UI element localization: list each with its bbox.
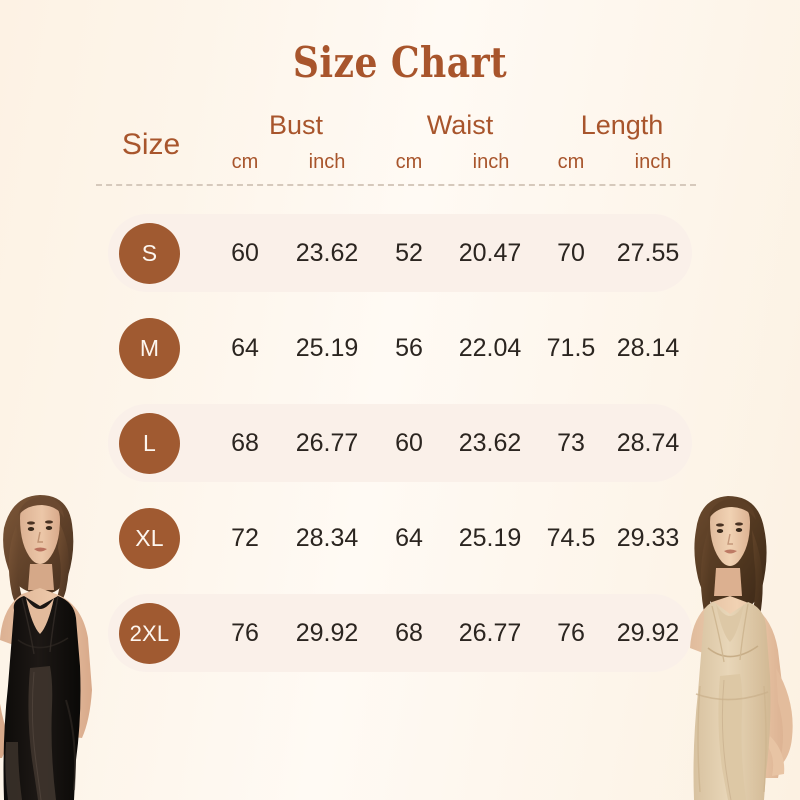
length-units: cm inch [540,152,704,172]
length-cm-value: 71.5 [546,334,596,362]
row-waist: 68 26.77 [378,621,540,646]
waist-inch-value: 23.62 [458,429,522,457]
row-waist: 52 20.47 [378,241,540,266]
row-length: 73 28.74 [540,431,694,456]
row-length: 74.5 29.33 [540,526,694,551]
length-inch-value: 28.14 [616,334,680,362]
bust-inch-value: 28.34 [295,524,359,552]
row-values: 68 26.77 60 23.62 73 28.74 [214,413,694,474]
bust-units: cm inch [214,152,378,172]
bust-inch-value: 26.77 [295,429,359,457]
bust-inch-value: 23.62 [295,239,359,267]
page-title: Size Chart [292,38,508,87]
waist-cm-value: 64 [395,524,423,552]
column-group-length: Length cm inch [540,110,704,173]
model-photo-right [650,490,800,800]
row-bust: 76 29.92 [214,621,378,646]
model-photo-left [0,490,150,800]
table-row: XL 72 28.34 64 25.19 74.5 29.33 [0,491,800,586]
waist-inch-value: 26.77 [458,619,522,647]
row-bust: 72 28.34 [214,526,378,551]
row-bust: 60 23.62 [214,241,378,266]
bust-unit-cm: cm [231,151,259,173]
column-header-length: Length [580,110,664,140]
row-bust: 64 25.19 [214,336,378,361]
row-waist: 56 22.04 [378,336,540,361]
row-bust: 68 26.77 [214,431,378,456]
column-header-waist: Waist [426,110,494,140]
size-badge: S [119,223,180,284]
row-length: 71.5 28.14 [540,336,694,361]
bust-unit-inch: inch [308,151,346,173]
row-values: 76 29.92 68 26.77 76 29.92 [214,603,694,664]
table-row: 2XL 76 29.92 68 26.77 76 29.92 [0,586,800,681]
length-cm-value: 74.5 [546,524,596,552]
waist-inch-value: 20.47 [458,239,522,267]
row-background [108,404,692,482]
size-table-body: S 60 23.62 52 20.47 70 27.55 M [0,206,800,681]
table-header: Size Bust cm inch Waist cm inch Length c… [96,108,704,180]
column-group-waist: Waist cm inch [378,110,542,173]
row-length: 70 27.55 [540,241,694,266]
column-group-bust: Bust cm inch [214,110,378,173]
length-cm-value: 70 [557,239,585,267]
row-length: 76 29.92 [540,621,694,646]
length-inch-value: 28.74 [616,429,680,457]
waist-cm-value: 68 [395,619,423,647]
table-row: M 64 25.19 56 22.04 71.5 28.14 [0,301,800,396]
bust-cm-value: 76 [231,619,259,647]
bust-inch-value: 29.92 [295,619,359,647]
length-unit-inch: inch [634,151,672,173]
waist-unit-inch: inch [472,151,510,173]
row-waist: 64 25.19 [378,526,540,551]
header-divider [96,184,696,186]
bust-cm-value: 64 [231,334,259,362]
bust-cm-value: 60 [231,239,259,267]
row-waist: 60 23.62 [378,431,540,456]
row-values: 64 25.19 56 22.04 71.5 28.14 [214,318,694,379]
column-header-size: Size [121,128,181,161]
column-header-bust: Bust [268,110,324,140]
length-cm-value: 76 [557,619,585,647]
size-badge: M [119,318,180,379]
bust-inch-value: 25.19 [295,334,359,362]
bust-cm-value: 68 [231,429,259,457]
size-badge: L [119,413,180,474]
table-row: S 60 23.62 52 20.47 70 27.55 [0,206,800,301]
waist-units: cm inch [378,152,542,172]
length-cm-value: 73 [557,429,585,457]
waist-cm-value: 60 [395,429,423,457]
length-inch-value: 27.55 [616,239,680,267]
size-badge: XL [119,508,180,569]
row-values: 60 23.62 52 20.47 70 27.55 [214,223,694,284]
row-values: 72 28.34 64 25.19 74.5 29.33 [214,508,694,569]
length-inch-value: 29.33 [616,524,680,552]
table-row: L 68 26.77 60 23.62 73 28.74 [0,396,800,491]
length-inch-value: 29.92 [616,619,680,647]
size-badge: 2XL [119,603,180,664]
waist-cm-value: 52 [395,239,423,267]
waist-inch-value: 22.04 [458,334,522,362]
bust-cm-value: 72 [231,524,259,552]
length-unit-cm: cm [557,151,585,173]
waist-inch-value: 25.19 [458,524,522,552]
waist-cm-value: 56 [395,334,423,362]
row-background [108,214,692,292]
waist-unit-cm: cm [395,151,423,173]
row-background [108,594,692,672]
